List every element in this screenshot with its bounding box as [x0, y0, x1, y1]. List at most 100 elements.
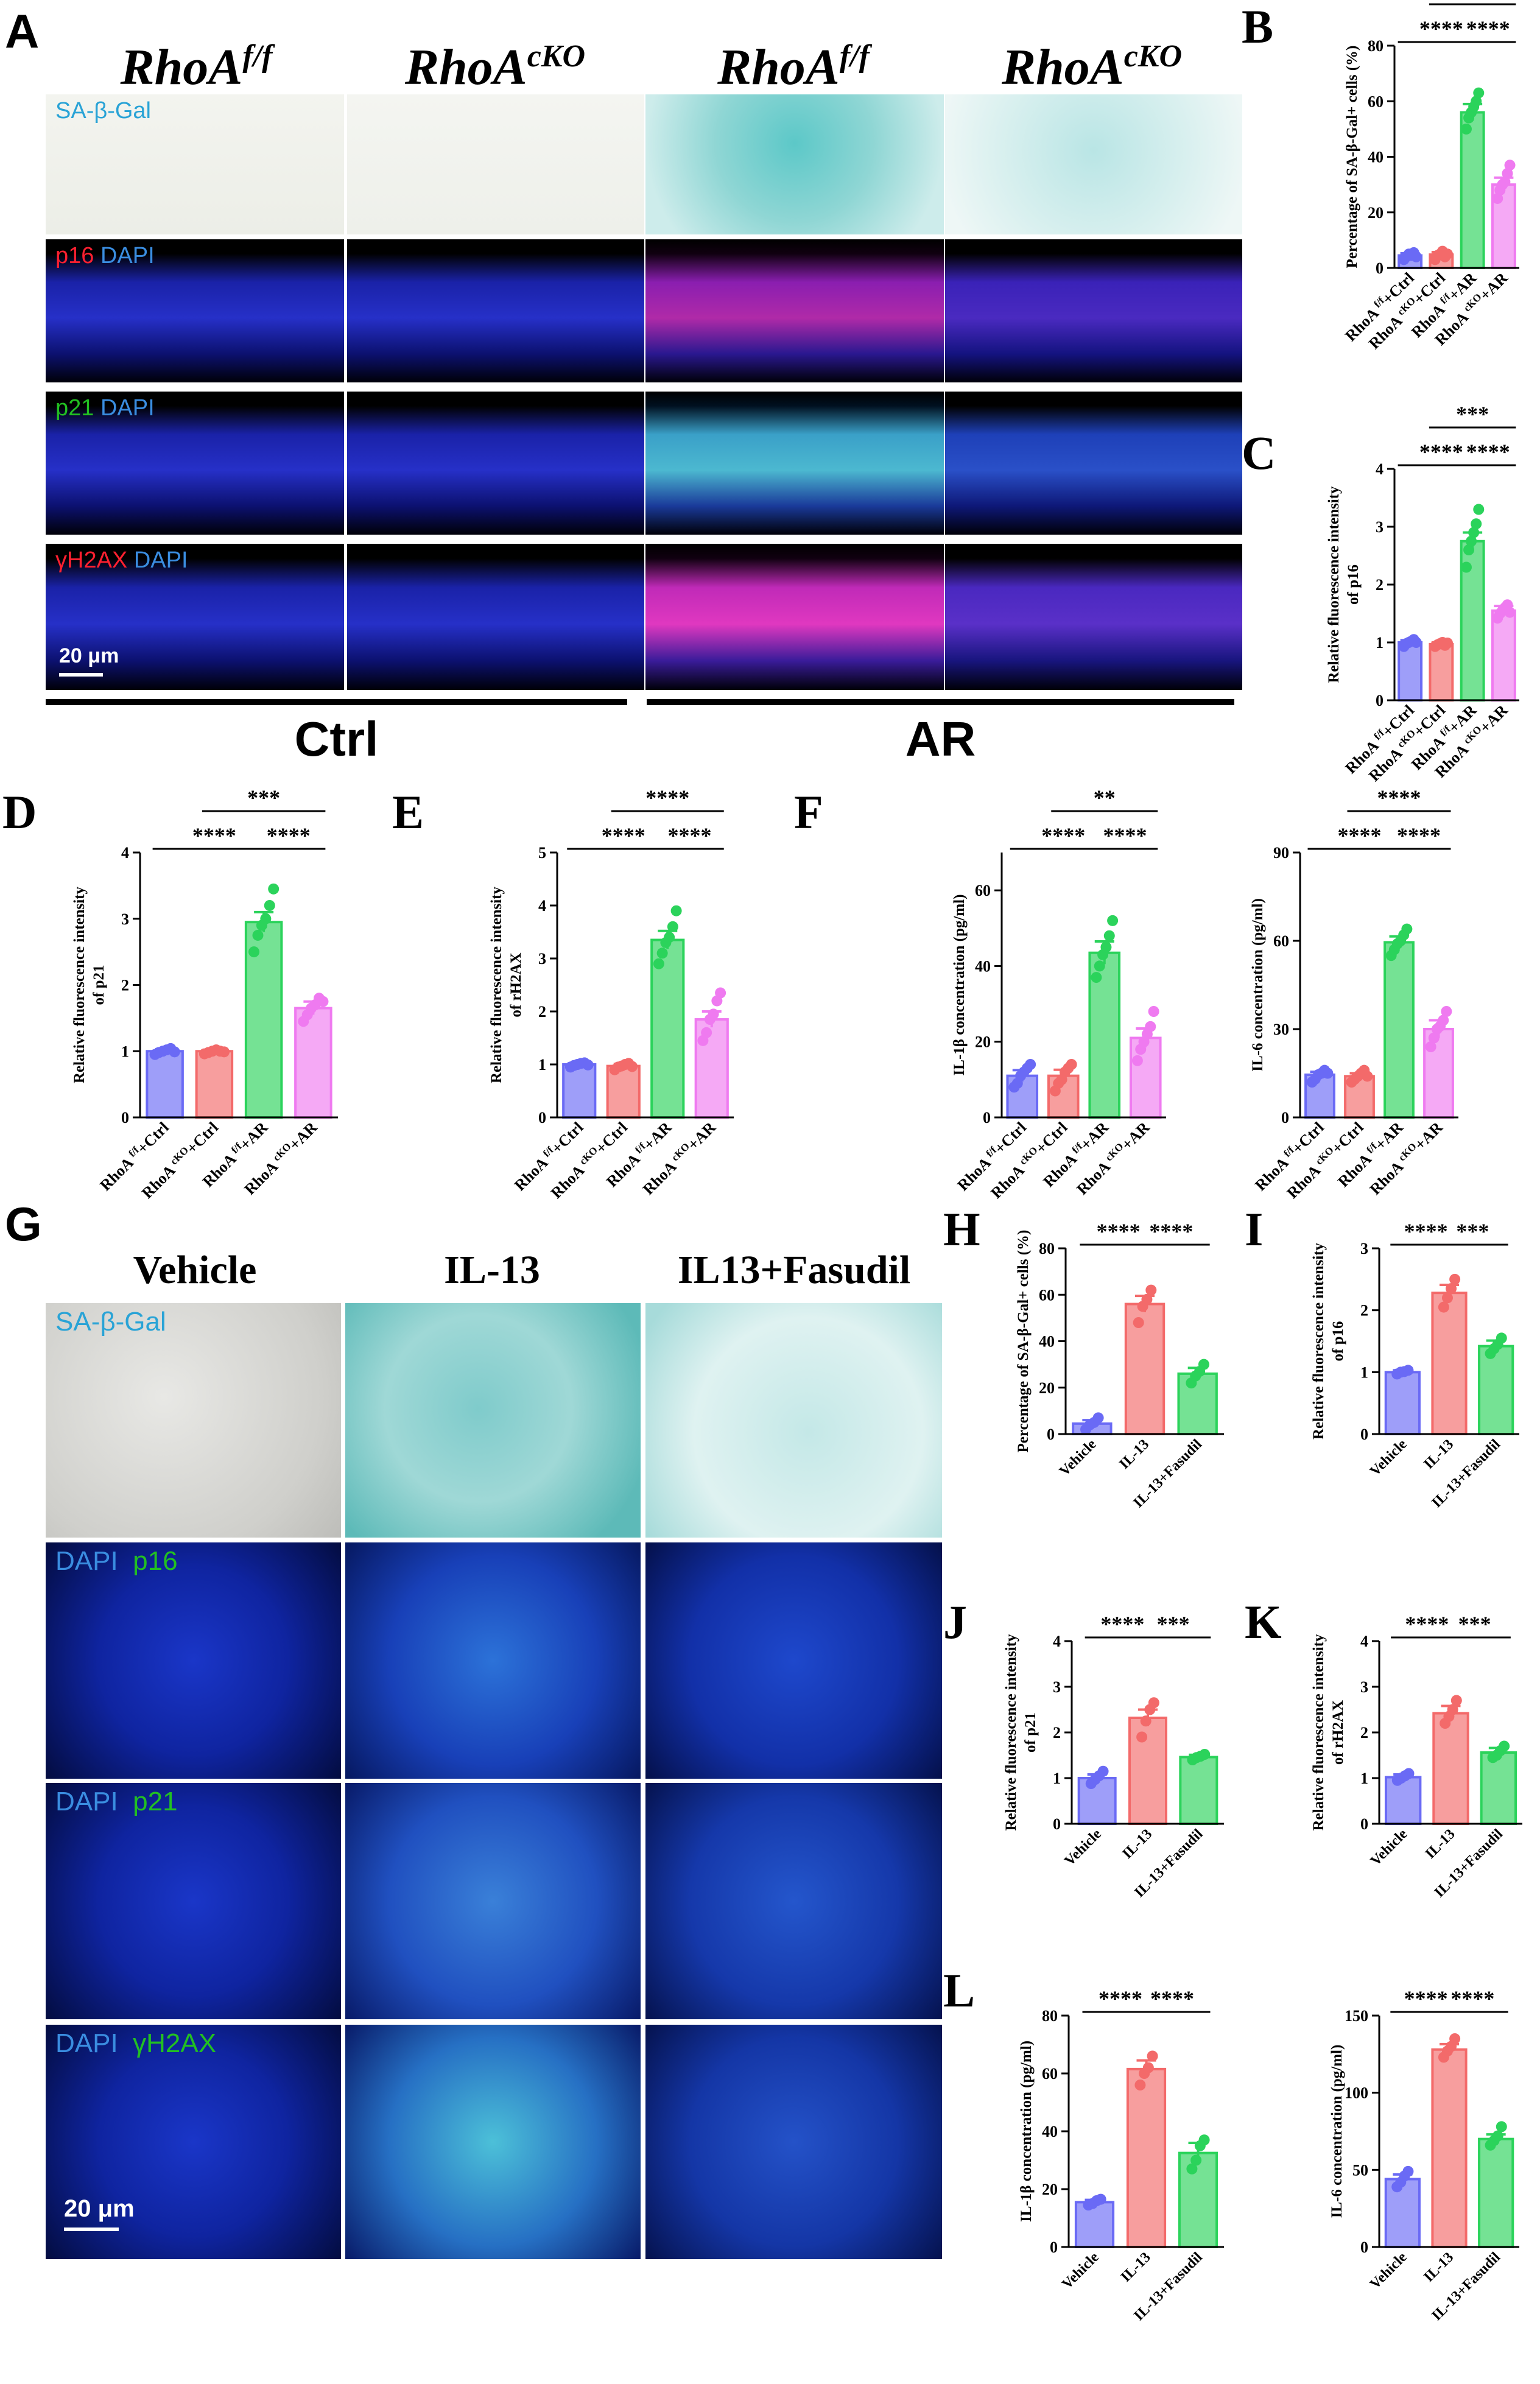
bar-1 — [1431, 1292, 1468, 1435]
y-tick-label: 2 — [1360, 1724, 1368, 1742]
data-point — [1441, 1292, 1453, 1304]
data-point — [701, 1027, 712, 1038]
micrograph-g-sa-bgal-vehicle: SA-β-Gal — [46, 1303, 341, 1538]
data-point — [1438, 1014, 1449, 1026]
data-point — [317, 996, 329, 1007]
micrograph-p16-ff-ctrl: p16 DAPI — [46, 239, 344, 382]
y-axis-label: IL-6 concentration (pg/ml) — [1250, 898, 1266, 1072]
y-tick-label: 1 — [1360, 1770, 1368, 1787]
y-tick-label: 1 — [538, 1056, 546, 1074]
micrograph-gh2ax-cko-ar — [945, 544, 1242, 690]
micrograph-gh2ax-cko-ctrl — [347, 544, 644, 690]
y-axis-label: Relative fluorescence intensity — [1326, 486, 1342, 683]
data-point — [1091, 972, 1102, 983]
y-tick-label: 0 — [1376, 692, 1384, 709]
y-tick-label: 1 — [121, 1043, 129, 1060]
data-point — [653, 958, 664, 969]
y-axis-label: Relative fluorescence intensity — [488, 886, 505, 1083]
data-point — [1066, 1059, 1077, 1070]
significance-label: **** — [645, 786, 689, 810]
col-header-il13-fasudil: IL13+Fasudil — [677, 1248, 911, 1292]
y-tick-label: 0 — [1360, 2238, 1368, 2256]
y-tick-label: 150 — [1345, 2007, 1368, 2025]
data-point — [1502, 167, 1513, 179]
y-axis-label: Relative fluorescence intensity — [1310, 1634, 1327, 1831]
col-header-vehicle: Vehicle — [133, 1248, 257, 1292]
chart-D: D 0 1 2 3 4 Relative fluorescence intensity of … — [2, 786, 338, 1202]
data-point — [1447, 1704, 1458, 1715]
y-tick-label: 3 — [1376, 518, 1384, 536]
micrograph-g-p21-fasudil — [645, 1783, 942, 2019]
x-tick-text: Vehicle — [1057, 1436, 1100, 1480]
panel-label-L: L — [943, 1964, 975, 2017]
data-point — [1025, 1059, 1036, 1070]
significance-label: **** — [1103, 823, 1147, 848]
data-point — [1410, 637, 1422, 648]
bar-2 — [1478, 2137, 1514, 2248]
data-point — [1428, 1032, 1440, 1044]
data-point — [715, 987, 726, 999]
data-point — [1148, 1006, 1159, 1017]
data-point — [1133, 1317, 1144, 1328]
significance-label: **** — [1149, 1219, 1193, 1243]
significance-label: *** — [1456, 1219, 1489, 1243]
data-point — [169, 1046, 180, 1058]
significance-label: **** — [1466, 16, 1510, 41]
g-scale-bar — [64, 2228, 119, 2231]
x-tick-text: Vehicle — [1367, 2249, 1410, 2293]
x-tick-label: Vehicle — [1367, 1436, 1410, 1480]
data-point — [1186, 2163, 1198, 2175]
stain-label-p21: p21 DAPI — [55, 395, 155, 421]
significance-label: **** — [1405, 1612, 1449, 1636]
micrograph-sa-bgal-cko-ar — [945, 94, 1242, 234]
chart-H: H 0 20 40 60 80 Percentage of SA-β-Gal+ cells … — [943, 1203, 1224, 1511]
data-point — [1442, 637, 1454, 649]
data-point — [1425, 1041, 1436, 1052]
group-bar-ctrl — [46, 699, 627, 705]
x-tick-label: IL-13 — [1422, 1826, 1458, 1862]
data-point — [1402, 2165, 1414, 2177]
panel-label-H: H — [943, 1203, 980, 1256]
data-point — [708, 1008, 719, 1020]
y-tick-label: 1 — [1376, 634, 1384, 652]
data-point — [1468, 527, 1480, 538]
micrograph-g-sa-bgal-il13 — [345, 1303, 641, 1538]
data-point — [670, 905, 682, 916]
x-tick-label: RhoA cKO+AR — [1072, 1118, 1153, 1198]
data-point — [1504, 607, 1516, 618]
y-tick-label: 60 — [1039, 1286, 1055, 1304]
y-tick-label: 3 — [1053, 1678, 1061, 1696]
y-tick-label: 40 — [1042, 2123, 1058, 2140]
data-point — [1107, 915, 1119, 926]
y-tick-label: 2 — [1053, 1724, 1061, 1742]
bar-1 — [1126, 2067, 1167, 2248]
data-point — [268, 883, 280, 895]
data-point — [1463, 544, 1475, 555]
data-point — [1473, 87, 1485, 99]
bar-1 — [1128, 1717, 1167, 1825]
significance-label: **** — [1041, 823, 1085, 848]
y-tick-label: 5 — [538, 844, 546, 862]
y-tick-label: 4 — [121, 844, 129, 862]
panel-label-J: J — [943, 1595, 967, 1648]
data-point — [1142, 2062, 1154, 2073]
group-label-ctrl: Ctrl — [294, 712, 379, 766]
y-tick-label: 80 — [1042, 2007, 1058, 2025]
micrograph-p21-cko-ar — [945, 392, 1242, 535]
y-axis-label: IL-1β concentration (pg/ml) — [1018, 2041, 1035, 2222]
data-point — [1145, 1021, 1156, 1032]
significance-label: **** — [1100, 1612, 1144, 1636]
bar-0 — [1384, 1776, 1422, 1825]
x-tick-label: IL-13 — [1119, 1826, 1155, 1862]
col-header-rhoa-ff-ar: RhoAf/f — [717, 39, 870, 96]
significance-label: **** — [1419, 16, 1463, 41]
data-point — [1147, 2050, 1158, 2062]
y-tick-label: 4 — [1360, 1633, 1368, 1650]
data-point — [248, 946, 260, 958]
y-tick-label: 0 — [983, 1109, 991, 1127]
micrograph-sa-bgal-ff-ctrl: SA-β-Gal — [46, 94, 344, 234]
bar-0 — [1384, 2178, 1421, 2248]
data-point — [1402, 1365, 1414, 1376]
data-point — [1473, 504, 1485, 515]
data-point — [1438, 1301, 1449, 1313]
